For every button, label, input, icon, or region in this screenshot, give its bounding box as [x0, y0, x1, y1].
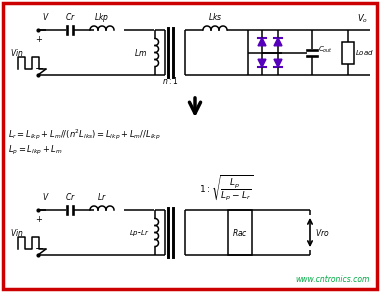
- Bar: [342, 41, 354, 63]
- Text: $Vin$: $Vin$: [10, 47, 24, 58]
- Text: $+$: $+$: [35, 214, 43, 224]
- Text: $+$: $+$: [35, 34, 43, 44]
- Polygon shape: [258, 59, 266, 67]
- Text: $-$: $-$: [34, 62, 44, 72]
- Text: $V$: $V$: [42, 191, 50, 202]
- Polygon shape: [274, 59, 282, 67]
- Text: $n:1$: $n:1$: [162, 75, 178, 86]
- Text: $Lr$: $Lr$: [97, 191, 107, 202]
- Text: $C_{out}$: $C_{out}$: [318, 44, 333, 55]
- Text: $Load$: $Load$: [355, 48, 374, 57]
- Text: $1:\sqrt{\dfrac{L_p}{L_p-L_r}}$: $1:\sqrt{\dfrac{L_p}{L_p-L_r}}$: [200, 173, 253, 203]
- Text: $Vro$: $Vro$: [315, 227, 330, 238]
- Text: $Cr$: $Cr$: [65, 191, 75, 202]
- Text: $V_o$: $V_o$: [357, 13, 368, 25]
- Text: www.cntronics.com: www.cntronics.com: [296, 275, 370, 284]
- Polygon shape: [274, 38, 282, 46]
- Text: $Lks$: $Lks$: [208, 11, 222, 22]
- Text: $Lm$: $Lm$: [134, 47, 147, 58]
- Bar: [228, 210, 252, 255]
- Text: $Lkp$: $Lkp$: [94, 11, 109, 24]
- Text: $Vin$: $Vin$: [10, 227, 24, 238]
- Text: $Rac$: $Rac$: [232, 227, 248, 238]
- Text: $V$: $V$: [42, 11, 50, 22]
- Polygon shape: [258, 38, 266, 46]
- Text: $Cr$: $Cr$: [65, 11, 75, 22]
- Text: $Lp$-$Lr$: $Lp$-$Lr$: [128, 227, 149, 237]
- Text: $L_r = L_{lkp} + L_m //(n^2 L_{lks}) = L_{lkp} + L_m // L_{lkp}$: $L_r = L_{lkp} + L_m //(n^2 L_{lks}) = L…: [8, 128, 161, 142]
- Text: $L_p = L_{lkp} + L_m$: $L_p = L_{lkp} + L_m$: [8, 143, 63, 157]
- Text: $-$: $-$: [34, 242, 44, 252]
